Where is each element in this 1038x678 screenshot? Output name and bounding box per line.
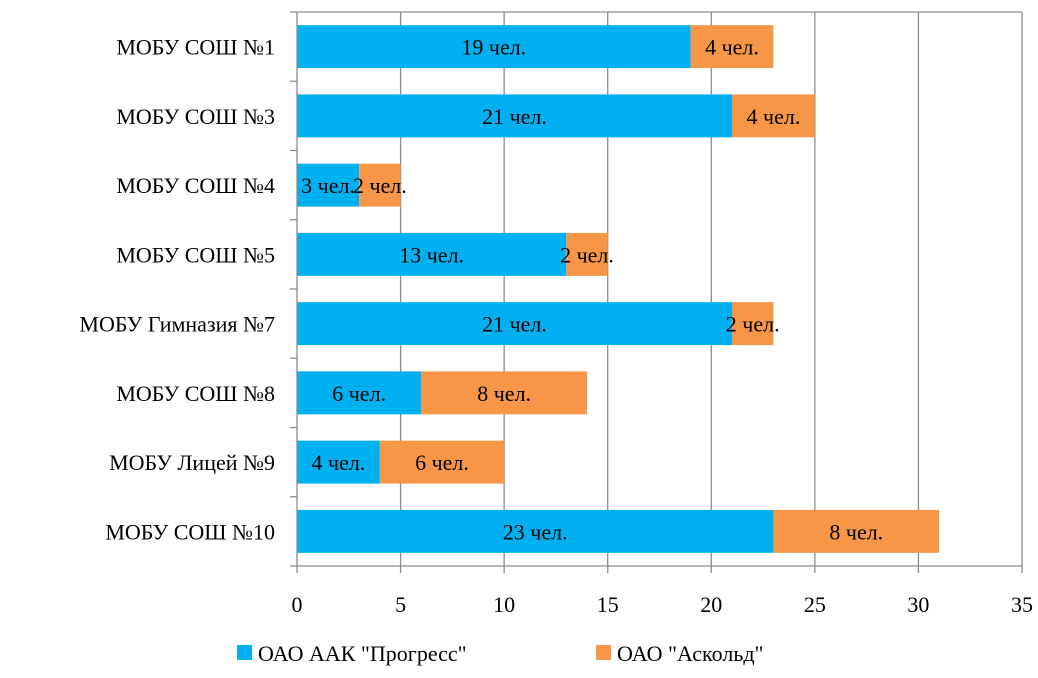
data-label: 2 чел. — [353, 173, 407, 198]
bar-askold-2 — [732, 94, 815, 138]
category-label: МОБУ СОШ №4 — [116, 173, 275, 198]
data-label: 2 чел. — [726, 312, 780, 337]
axes: 0 5 10 15 20 25 30 35 МОБУ СОШ №1 МОБУ СОШ №3 МОБУ… — [79, 11, 1033, 617]
bar-askold-5 — [732, 302, 774, 346]
data-label: 13 чел. — [399, 242, 464, 267]
legend: ОАО ААК "Прогресс" ОАО "Аскольд" — [237, 641, 764, 666]
bar-askold-7 — [379, 440, 505, 484]
legend-swatch-progress — [237, 645, 252, 660]
data-label: 4 чел. — [747, 104, 801, 129]
bar-progress-5 — [297, 302, 732, 346]
bar-progress-1 — [297, 25, 691, 69]
bar-askold-6 — [421, 371, 587, 415]
bar-progress-4 — [297, 232, 567, 276]
data-label: 2 чел. — [560, 242, 614, 267]
data-label: 4 чел. — [312, 450, 366, 475]
x-tick-label: 5 — [395, 592, 406, 617]
bar-progress-2 — [297, 94, 732, 138]
data-label: 8 чел. — [477, 381, 531, 406]
bar-askold-1 — [690, 25, 774, 69]
category-label: МОБУ СОШ №10 — [105, 519, 275, 544]
data-label: 21 чел. — [482, 312, 547, 337]
category-label: МОБУ Гимназия №7 — [79, 312, 275, 337]
x-tick-label: 10 — [493, 592, 515, 617]
category-label: МОБУ СОШ №8 — [116, 381, 275, 406]
bar-askold-8 — [773, 509, 940, 553]
category-label: МОБУ Лицей №9 — [109, 450, 275, 475]
data-label: 3 чел. — [301, 173, 355, 198]
data-label: 21 чел. — [482, 104, 547, 129]
legend-swatch-askold — [596, 645, 611, 660]
bar-askold-3 — [359, 163, 401, 207]
category-label: МОБУ СОШ №5 — [116, 242, 275, 267]
bars — [297, 25, 940, 553]
data-label: 6 чел. — [415, 450, 469, 475]
legend-label-progress: ОАО ААК "Прогресс" — [258, 641, 467, 666]
x-tick-label: 25 — [804, 592, 826, 617]
category-label: МОБУ СОШ №3 — [116, 104, 275, 129]
x-tick-label: 0 — [292, 592, 303, 617]
bar-progress-3 — [297, 163, 360, 207]
bar-askold-4 — [566, 232, 608, 276]
bar-progress-8 — [297, 509, 774, 553]
legend-label-askold: ОАО "Аскольд" — [617, 641, 764, 666]
data-label: 8 чел. — [829, 519, 883, 544]
bar-progress-6 — [297, 371, 422, 415]
x-tick-label: 30 — [907, 592, 929, 617]
x-tick-label: 15 — [597, 592, 619, 617]
data-label: 4 чел. — [705, 35, 759, 60]
x-tick-label: 20 — [700, 592, 722, 617]
data-label: 6 чел. — [332, 381, 386, 406]
category-label: МОБУ СОШ №1 — [116, 35, 275, 60]
data-label: 19 чел. — [461, 35, 526, 60]
data-labels: 19 чел. 4 чел.21 чел. 4 чел.3 чел.2 чел.13… — [301, 35, 883, 545]
x-tick-label: 35 — [1011, 592, 1033, 617]
data-label: 23 чел. — [503, 519, 568, 544]
bar-progress-7 — [297, 440, 380, 484]
